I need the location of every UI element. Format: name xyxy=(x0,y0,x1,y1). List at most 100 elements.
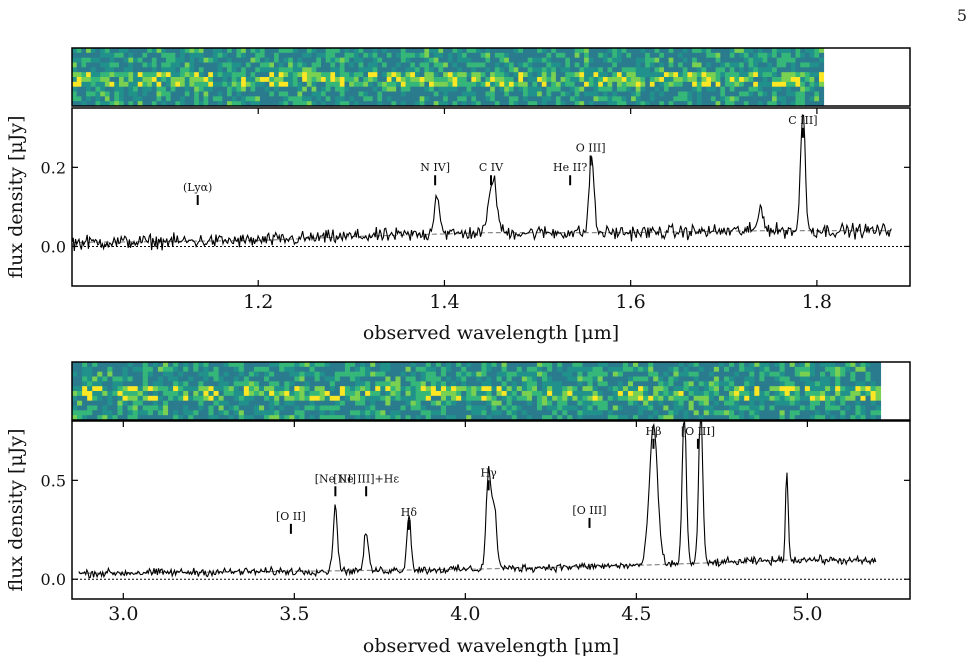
spectrum-2d-pixel xyxy=(607,91,613,97)
spectrum-2d-pixel xyxy=(659,67,665,73)
spectrum-2d-pixel xyxy=(701,67,707,73)
spectrum-2d-pixel xyxy=(227,81,233,88)
spectrum-2d-pixel xyxy=(405,376,412,382)
spectrum-2d-pixel xyxy=(358,96,364,102)
spectrum-2d-pixel xyxy=(602,381,609,387)
spectrum-2d-pixel xyxy=(490,48,496,54)
spectrum-2d-pixel xyxy=(349,395,356,402)
spectrum-2d-pixel xyxy=(95,57,101,63)
spectrum-2d-pixel xyxy=(184,72,190,78)
spectrum-2d-pixel xyxy=(612,81,618,88)
spectrum-2d-pixel xyxy=(250,67,256,73)
spectrum-2d-pixel xyxy=(466,395,472,402)
spectrum-2d-pixel xyxy=(358,67,364,73)
spectrum-2d-pixel xyxy=(274,86,280,92)
spectrum-2d-pixel xyxy=(223,386,230,392)
spectrum-2d-pixel xyxy=(708,405,715,411)
spectrum-2d-pixel xyxy=(461,395,467,402)
spectrum-2d-pixel xyxy=(511,391,518,397)
spectrum-2d-pixel xyxy=(592,371,599,377)
spectrum-2d-pixel xyxy=(117,410,123,416)
spectrum-2d-pixel xyxy=(152,405,159,411)
spectrum-2d-pixel xyxy=(579,52,585,59)
spectrum-2d-pixel xyxy=(396,77,402,83)
spectrum-2d-pixel xyxy=(289,366,295,373)
spectrum-2d-pixel xyxy=(330,96,336,102)
spectrum-2d-pixel xyxy=(598,72,604,78)
spectrum-2d-pixel xyxy=(480,52,486,59)
spectrum-2d-pixel xyxy=(759,362,765,368)
spectrum-2d-pixel xyxy=(168,366,174,373)
spectrum-2d-pixel xyxy=(804,67,810,73)
spectrum-2d-pixel xyxy=(175,96,181,102)
spectrum-2d-pixel xyxy=(860,362,866,368)
spectrum-2d-pixel xyxy=(696,91,702,97)
spectrum-2d-pixel xyxy=(269,62,275,68)
spectrum-2d-pixel xyxy=(485,57,491,63)
spectrum-2d-pixel xyxy=(438,101,444,107)
spectrum-2d-pixel xyxy=(194,67,200,73)
spectrum-2d-pixel xyxy=(109,67,115,73)
spectrum-2d-pixel xyxy=(734,410,740,416)
spectrum-2d-pixel xyxy=(233,405,240,411)
spectrum-2d-pixel xyxy=(527,57,533,63)
spectrum-2d-pixel xyxy=(764,410,770,416)
spectrum-2d-pixel xyxy=(572,400,578,406)
spectrum-2d-pixel xyxy=(557,395,563,402)
spectrum-2d-pixel xyxy=(147,391,154,397)
spectrum-2d-pixel xyxy=(274,415,280,421)
spectrum-2d-pixel xyxy=(830,405,836,411)
spectrum-2d-pixel xyxy=(734,371,740,377)
spectrum-2d-pixel xyxy=(133,86,139,92)
spectrum-2d-pixel xyxy=(264,52,270,59)
spectrum-2d-pixel xyxy=(377,48,383,54)
spectrum-2d-pixel xyxy=(156,77,162,83)
spectrum-2d-pixel xyxy=(227,48,233,54)
spectrum-2d-pixel xyxy=(774,386,780,392)
spectrum-2d-pixel xyxy=(663,96,670,102)
spectrum-2d-pixel xyxy=(112,410,118,416)
spectrum-2d-pixel xyxy=(654,77,660,83)
spectrum-2d-pixel xyxy=(799,366,806,373)
spectrum-2d-pixel xyxy=(184,77,190,83)
spectrum-2d-pixel xyxy=(117,362,123,368)
spectrum-2d-pixel xyxy=(188,366,194,373)
spectrum-2d-pixel xyxy=(501,415,508,421)
spectrum-2d-pixel xyxy=(687,96,693,102)
spectrum-2d-pixel xyxy=(137,86,143,92)
spectrum-2d-pixel xyxy=(72,52,78,59)
spectrum-2d-pixel xyxy=(81,91,87,97)
page-number: 5 xyxy=(956,6,967,25)
spectrum-2d-pixel xyxy=(319,366,326,373)
spectrum-2d-pixel xyxy=(551,91,557,97)
spectrum-2d-pixel xyxy=(461,405,467,411)
spectrum-2d-pixel xyxy=(471,391,477,397)
spectrum-2d-pixel xyxy=(446,391,452,397)
spectrum-2d-pixel xyxy=(217,48,223,54)
spectrum-2d-pixel xyxy=(744,371,750,377)
spectrum-2d-pixel xyxy=(776,77,782,83)
spectrum-2d-pixel xyxy=(532,77,538,83)
spectrum-2d-pixel xyxy=(668,86,674,92)
spectrum-2d-pixel xyxy=(349,101,355,107)
spectrum-2d-pixel xyxy=(526,376,533,382)
spectrum-2d-pixel xyxy=(330,77,336,83)
spectrum-2d-pixel xyxy=(490,77,496,83)
spectrum-2d-pixel xyxy=(531,362,538,368)
spectrum-2d-pixel xyxy=(92,410,98,416)
spectrum-2d-pixel xyxy=(386,52,392,59)
spectrum-2d-pixel xyxy=(653,391,659,397)
spectrum-2d-pixel xyxy=(391,72,397,78)
spectrum-2d-pixel xyxy=(236,101,242,107)
spectrum-2d-pixel xyxy=(749,410,755,416)
spectrum-2d-pixel xyxy=(769,391,775,397)
spectrum-2d-pixel xyxy=(638,415,644,421)
spectrum-2d-pixel xyxy=(410,72,416,78)
spectrum-2d-pixel xyxy=(147,376,154,382)
spectrum-2d-pixel xyxy=(645,96,651,102)
spectrum-2d-pixel xyxy=(133,48,139,54)
spectrum-2d-pixel xyxy=(723,381,730,387)
spectrum-2d-pixel xyxy=(754,415,760,421)
spectrum-2d-pixel xyxy=(845,400,851,406)
spectrum-2d-pixel xyxy=(584,57,590,63)
